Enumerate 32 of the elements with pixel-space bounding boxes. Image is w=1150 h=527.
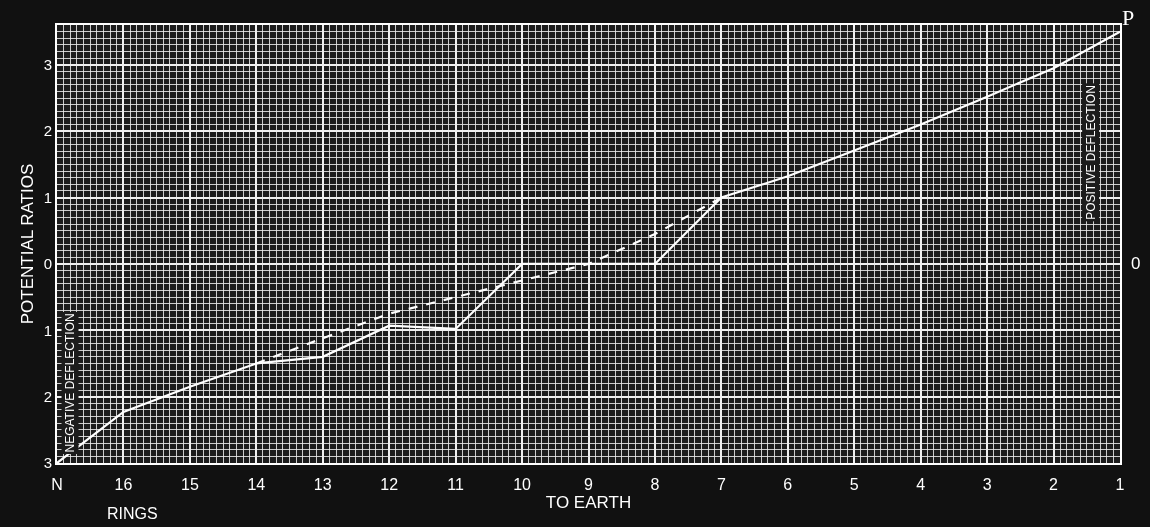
- annotation: POSITIVE DEFLECTION: [1083, 85, 1098, 220]
- x-tick-label: 7: [716, 476, 726, 494]
- x-tick-label: 4: [916, 476, 926, 494]
- x-tick-label: 3: [982, 476, 992, 494]
- annotation: P: [1122, 5, 1135, 30]
- y-tick-label: 2: [43, 387, 52, 405]
- y-tick-label: 3: [43, 56, 52, 74]
- x-tick-label: 11: [447, 476, 465, 494]
- x-tick-label: 1: [1115, 476, 1125, 494]
- x-tick-label: N: [51, 476, 63, 494]
- x-tick-label: 12: [380, 476, 399, 494]
- x-tick-label: 14: [247, 476, 266, 494]
- x-tick-label: 6: [783, 476, 793, 494]
- y-tick-label: 0: [43, 255, 52, 273]
- x-tick-label: 10: [513, 476, 532, 494]
- y-tick-label: 1: [43, 321, 52, 339]
- x-tick-label: 8: [650, 476, 660, 494]
- x-tick-label: 2: [1049, 476, 1059, 494]
- y-tick-label: 1: [43, 188, 52, 206]
- line-series: [255, 196, 723, 365]
- y-axis-title: POTENTIAL RATIOS: [17, 163, 37, 325]
- text: RINGS: [107, 505, 158, 522]
- x-tick-label: 5: [849, 476, 859, 494]
- x-tick-label: 15: [180, 476, 199, 494]
- x-tick-label: 9: [584, 476, 594, 494]
- x-tick-label: 13: [313, 476, 332, 494]
- annotation: NEGATIVE DEFLECTION: [63, 313, 78, 453]
- x-axis-title: TO EARTH: [545, 493, 632, 513]
- x-tick-label: 16: [114, 476, 133, 494]
- text: 0: [1131, 254, 1141, 273]
- y-tick-label: 2: [43, 122, 52, 140]
- y-tick-label: 3: [43, 454, 52, 472]
